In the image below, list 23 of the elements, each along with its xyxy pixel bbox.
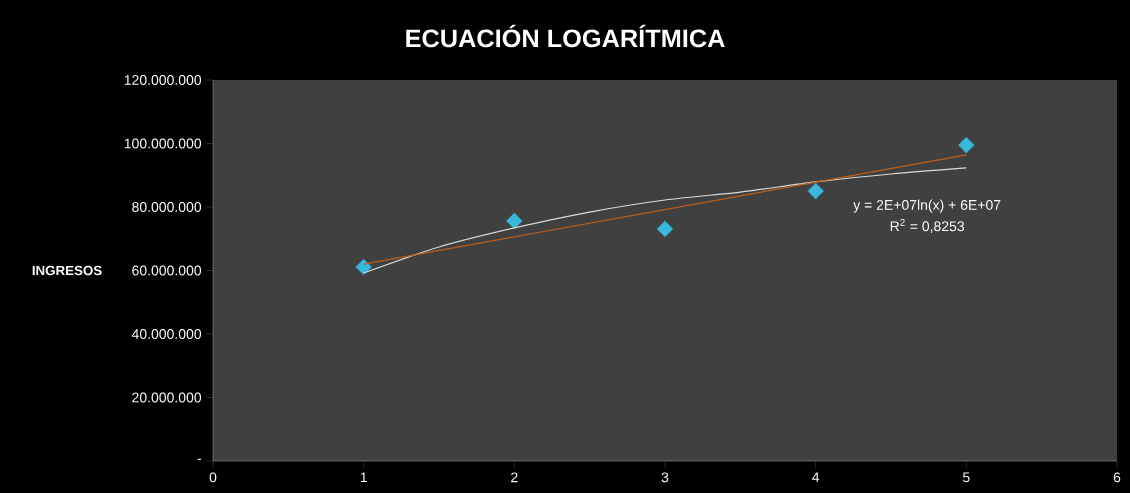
y-tick-label: 120.000.000 — [124, 75, 202, 85]
y-tick-label: 40.000.000 — [131, 329, 202, 339]
x-tick-label: 4 — [812, 472, 820, 483]
x-tick-label: 6 — [1113, 472, 1121, 483]
annotation: R$^{2}$ = 0,8253 — [890, 218, 965, 233]
annotation: y = 2E+07ln(x) + 6E+07 — [853, 199, 1001, 213]
point — [807, 182, 825, 200]
y-tick-label: 80.000.000 — [132, 202, 202, 212]
point — [355, 258, 373, 276]
chart-title: ECUACIÓN LOGARÍTMICA — [406, 24, 725, 48]
y-tick-label: 60.000.000 — [132, 265, 202, 276]
y-tick-label: - — [197, 458, 201, 460]
x-tick-label: 1 — [360, 472, 367, 483]
x-tick-label: 3 — [661, 472, 669, 483]
point — [505, 212, 523, 230]
x-tick-label: 2 — [511, 472, 518, 483]
x-tick-label: 5 — [963, 472, 970, 483]
y-tick-label: 100.000.000 — [124, 138, 202, 149]
x-tick-label: 0 — [209, 472, 217, 483]
y-axis-title: INGRESOS — [32, 265, 102, 276]
y-tick-label: 20.000.000 — [132, 392, 202, 403]
point — [656, 220, 674, 238]
point — [957, 136, 975, 154]
